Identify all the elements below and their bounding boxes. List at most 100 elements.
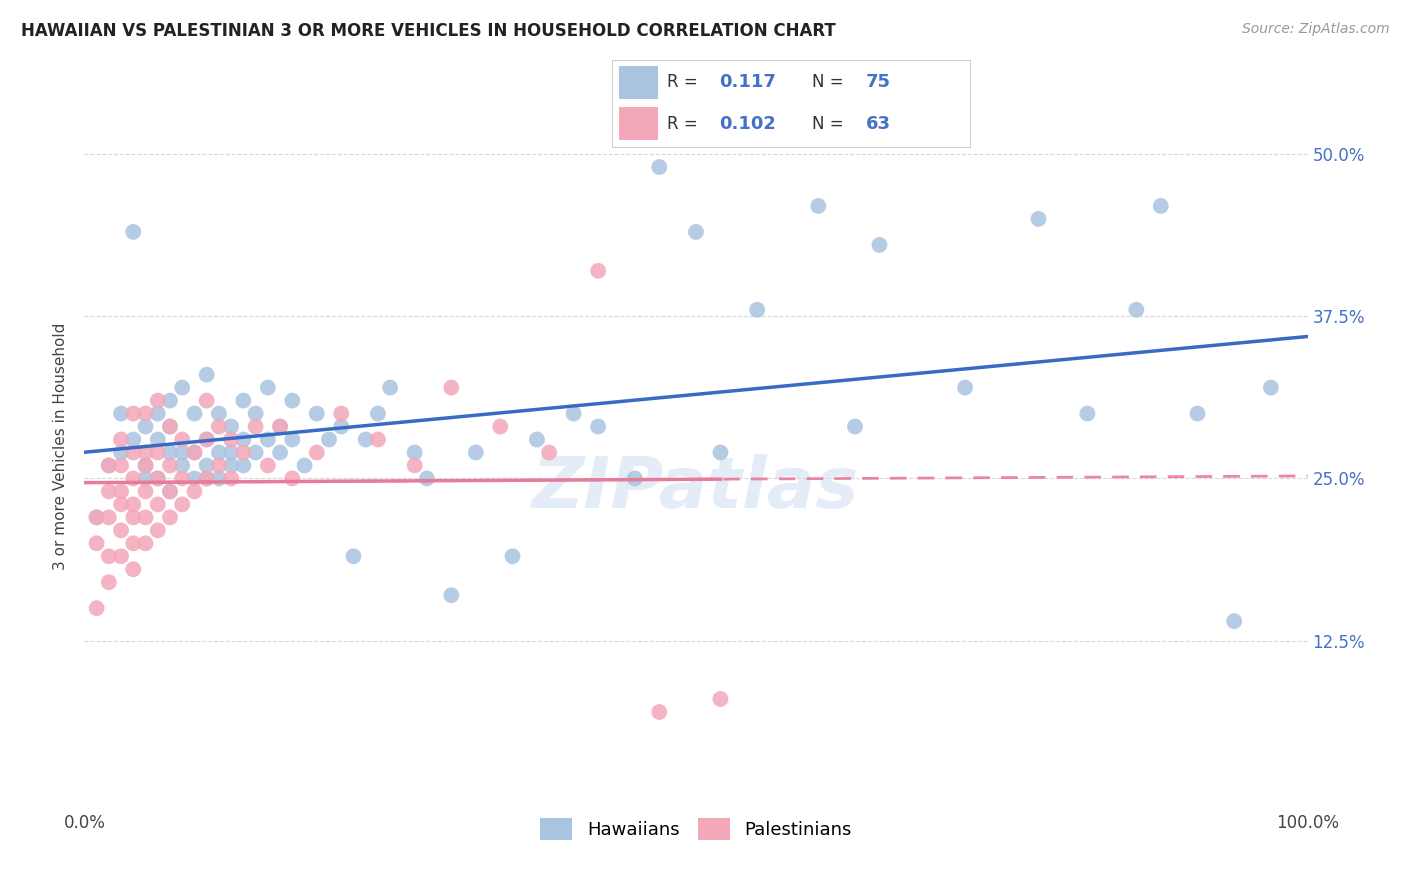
Point xyxy=(122,225,145,239)
Point xyxy=(135,419,157,434)
Text: 75: 75 xyxy=(866,73,891,92)
Text: 0.102: 0.102 xyxy=(720,114,776,133)
Point xyxy=(97,484,120,499)
Point xyxy=(195,368,218,382)
Point xyxy=(1125,302,1147,317)
Point xyxy=(195,458,218,473)
Legend: Hawaiians, Palestinians: Hawaiians, Palestinians xyxy=(533,811,859,847)
Point xyxy=(122,562,145,576)
Point xyxy=(195,433,218,447)
Point xyxy=(86,510,108,524)
Point xyxy=(159,510,181,524)
Point xyxy=(208,458,231,473)
Point xyxy=(183,484,205,499)
Point xyxy=(257,433,280,447)
Point xyxy=(269,419,291,434)
Point xyxy=(86,601,108,615)
Point xyxy=(183,445,205,459)
Point xyxy=(135,445,157,459)
Point xyxy=(440,588,463,602)
Point xyxy=(146,393,169,408)
Point xyxy=(1150,199,1173,213)
Point xyxy=(172,497,194,511)
Point xyxy=(747,302,769,317)
Point xyxy=(232,433,254,447)
Point xyxy=(648,160,671,174)
Point xyxy=(869,238,891,252)
Point xyxy=(195,433,218,447)
Point xyxy=(232,458,254,473)
Point xyxy=(110,497,132,511)
Point xyxy=(122,497,145,511)
Point xyxy=(269,419,291,434)
Point xyxy=(110,484,132,499)
Point xyxy=(709,692,731,706)
Point xyxy=(195,393,218,408)
Point xyxy=(404,445,426,459)
Point xyxy=(342,549,364,564)
Point xyxy=(502,549,524,564)
Point xyxy=(245,407,267,421)
Point xyxy=(1223,614,1246,628)
Point xyxy=(367,407,389,421)
Point xyxy=(122,433,145,447)
Point xyxy=(110,445,132,459)
Point xyxy=(135,458,157,473)
Point xyxy=(294,458,316,473)
Point xyxy=(232,445,254,459)
Point xyxy=(159,419,181,434)
Point xyxy=(648,705,671,719)
Point xyxy=(86,510,108,524)
Point xyxy=(380,381,402,395)
Point xyxy=(97,458,120,473)
Point xyxy=(269,445,291,459)
Point xyxy=(146,524,169,538)
Point xyxy=(159,445,181,459)
Point xyxy=(208,419,231,434)
Point xyxy=(110,458,132,473)
Point xyxy=(135,407,157,421)
Point xyxy=(807,199,830,213)
Point xyxy=(172,433,194,447)
Point xyxy=(97,549,120,564)
Point xyxy=(586,264,609,278)
Point xyxy=(135,458,157,473)
Text: 63: 63 xyxy=(866,114,891,133)
Point xyxy=(208,407,231,421)
Y-axis label: 3 or more Vehicles in Household: 3 or more Vehicles in Household xyxy=(53,322,69,570)
Text: Source: ZipAtlas.com: Source: ZipAtlas.com xyxy=(1241,22,1389,37)
Point xyxy=(159,458,181,473)
Point xyxy=(97,510,120,524)
Point xyxy=(172,381,194,395)
Text: R =: R = xyxy=(668,73,703,92)
Point xyxy=(135,484,157,499)
Point xyxy=(146,471,169,485)
Point xyxy=(146,407,169,421)
Point xyxy=(281,433,304,447)
Point xyxy=(219,458,242,473)
Point xyxy=(257,381,280,395)
Point xyxy=(1187,407,1209,421)
Point xyxy=(538,445,561,459)
Point xyxy=(122,536,145,550)
Point xyxy=(709,445,731,459)
Point xyxy=(208,445,231,459)
Point xyxy=(195,471,218,485)
Point xyxy=(464,445,486,459)
Point xyxy=(404,458,426,473)
Point xyxy=(1028,211,1050,226)
Text: N =: N = xyxy=(813,73,849,92)
Point xyxy=(318,433,340,447)
Point xyxy=(172,445,194,459)
Point xyxy=(489,419,512,434)
Point xyxy=(159,484,181,499)
Point xyxy=(1260,381,1282,395)
Point xyxy=(97,458,120,473)
Point xyxy=(330,419,353,434)
Point xyxy=(586,419,609,434)
Point xyxy=(330,407,353,421)
Point xyxy=(159,393,181,408)
Point xyxy=(281,393,304,408)
Point xyxy=(110,407,132,421)
Point xyxy=(146,433,169,447)
